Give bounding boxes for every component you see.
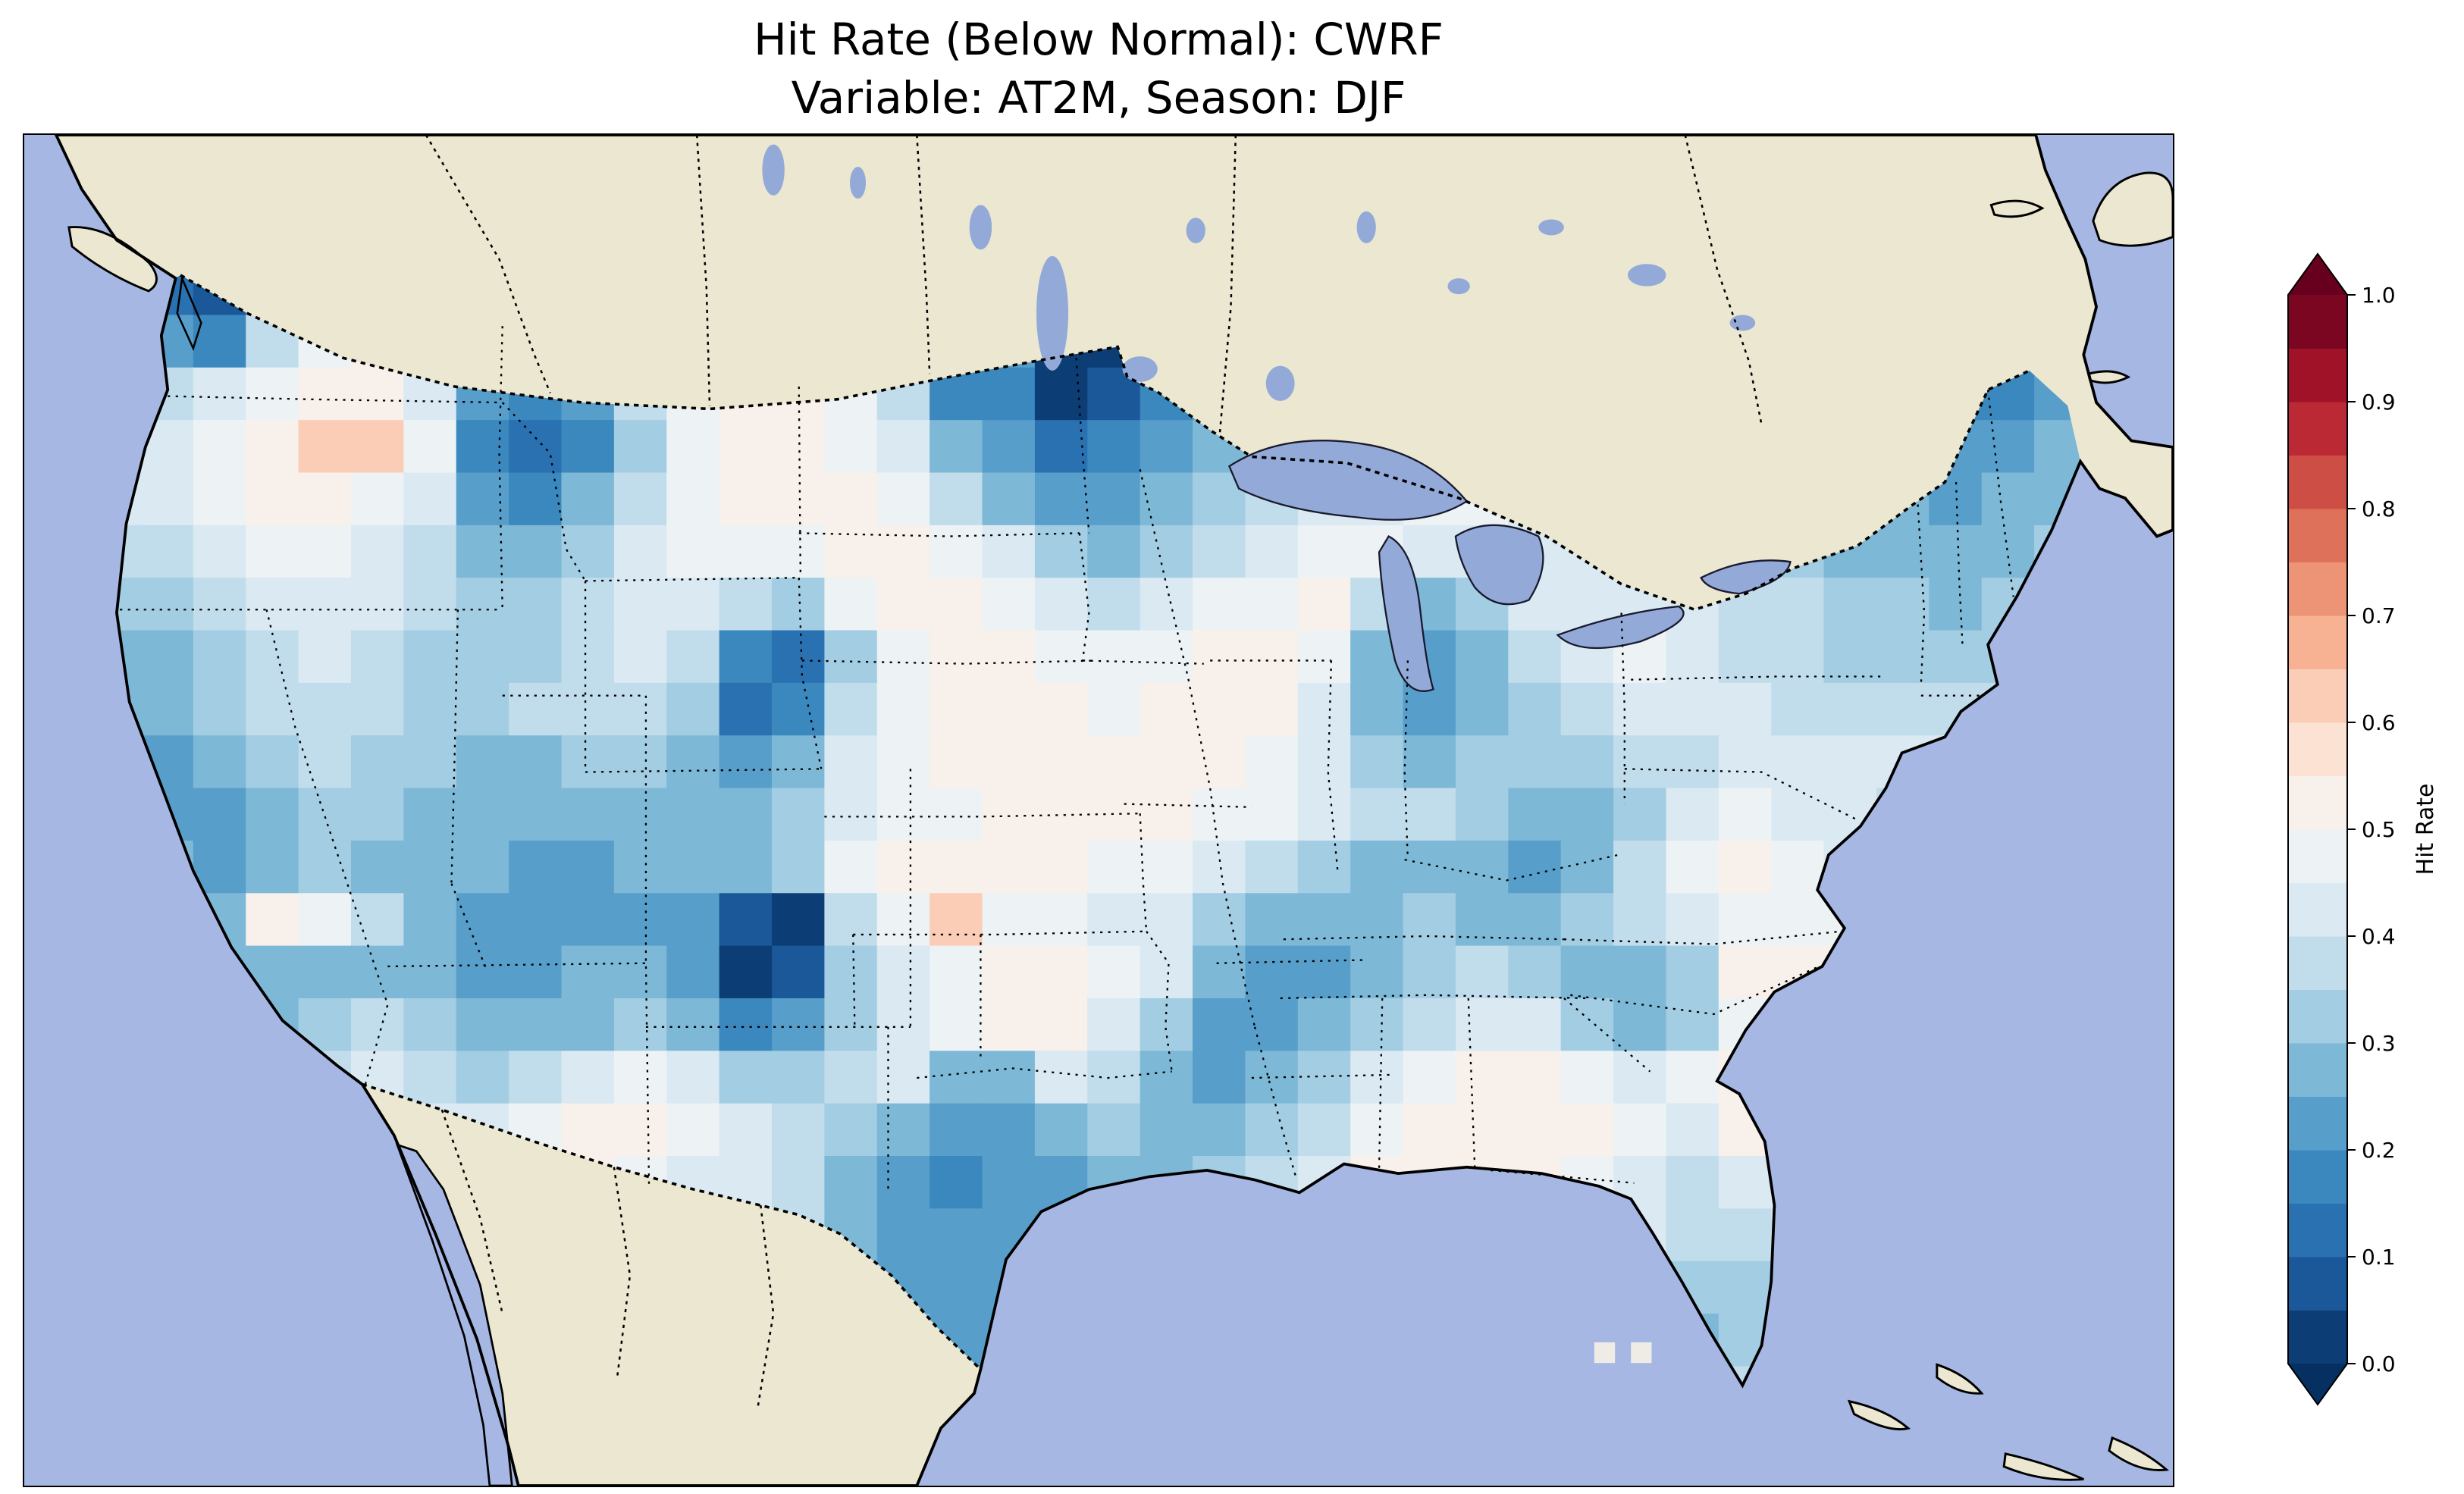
map-axes xyxy=(23,133,2174,1487)
chart-title-line2: Variable: AT2M, Season: DJF xyxy=(791,71,1406,124)
colorbar-extend-under xyxy=(2288,1364,2347,1405)
great-lakes xyxy=(762,144,1792,692)
svg-text:0.6: 0.6 xyxy=(2362,710,2396,735)
us-hit-rate-map xyxy=(24,135,2173,1486)
svg-text:0.9: 0.9 xyxy=(2362,390,2396,415)
province-borders xyxy=(425,135,1763,1410)
svg-text:1.0: 1.0 xyxy=(2362,283,2396,308)
svg-text:0.1: 0.1 xyxy=(2362,1245,2396,1270)
chart-title-line1: Hit Rate (Below Normal): CWRF xyxy=(754,14,1444,65)
colorbar-label: Hit Rate xyxy=(2412,784,2439,875)
svg-text:0.5: 0.5 xyxy=(2362,817,2396,842)
colorbar: 0.0 0.1 0.2 0.3 0.4 0.5 0.6 0.7 0.8 0.9 1.0 Hit Rat… xyxy=(2263,235,2460,1448)
coastline xyxy=(54,135,2173,1486)
colorbar-scale: 0.0 0.1 0.2 0.3 0.4 0.5 0.6 0.7 0.8 0.9 1.0 Hit Rat… xyxy=(2287,252,2439,1406)
svg-text:0.7: 0.7 xyxy=(2362,603,2396,628)
svg-text:0.0: 0.0 xyxy=(2362,1351,2396,1377)
svg-text:0.8: 0.8 xyxy=(2362,496,2396,521)
stray-cell xyxy=(1631,1342,1652,1364)
colorbar-bands xyxy=(2288,295,2347,1364)
stray-cell xyxy=(1594,1342,1616,1364)
svg-text:0.2: 0.2 xyxy=(2362,1138,2396,1163)
country-borders xyxy=(180,274,2030,1370)
colorbar-extend-over xyxy=(2288,254,2347,295)
state-borders xyxy=(120,326,2014,1193)
svg-text:0.3: 0.3 xyxy=(2362,1031,2396,1056)
colorbar-ticks: 0.0 0.1 0.2 0.3 0.4 0.5 0.6 0.7 0.8 0.9 1.0 xyxy=(2347,283,2396,1377)
svg-text:0.4: 0.4 xyxy=(2362,924,2396,949)
chart-title: Hit Rate (Below Normal): CWRF Variable: … xyxy=(23,11,2174,127)
